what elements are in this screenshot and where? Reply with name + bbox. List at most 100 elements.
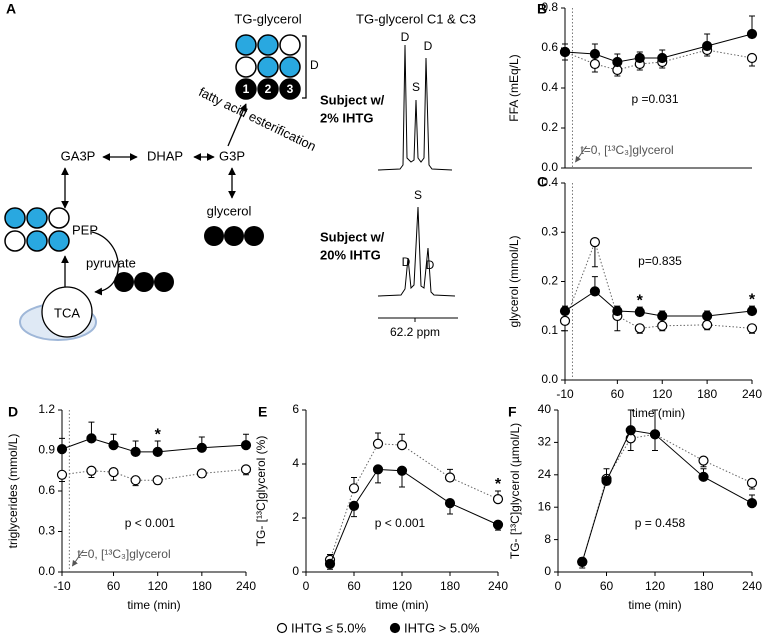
data-point: [746, 498, 758, 509]
data-point: [746, 477, 758, 488]
annotation: t=0, [¹³C₃]glycerol: [77, 547, 170, 561]
x-tick-label: 60: [107, 579, 121, 593]
x-tick-label: 180: [192, 579, 212, 593]
data-point: [348, 500, 360, 511]
data-point: [577, 556, 588, 567]
y-tick-label: 0.0: [541, 160, 558, 174]
y-axis-label: TG- [¹³C]glycerol (µmol/L): [508, 423, 522, 559]
data-point: [86, 465, 97, 476]
data-point: [56, 469, 68, 480]
x-tick-label: 60: [347, 579, 361, 593]
data-point: [702, 40, 713, 52]
y-tick-label: 2: [292, 510, 299, 524]
carbon: 2: [265, 82, 272, 96]
y-axis-label: FFA (mEq/L): [507, 54, 521, 121]
data-point: [196, 468, 207, 479]
data-point: [86, 433, 97, 444]
significance-star: *: [495, 476, 502, 493]
arrow: [227, 103, 247, 147]
y-tick-label: 0.6: [541, 40, 558, 54]
x-tick-label: 0: [555, 579, 562, 593]
node: G3P: [219, 148, 245, 163]
y-tick-label: 0.6: [38, 483, 55, 497]
data-point: [324, 558, 336, 570]
data-point: [196, 442, 207, 453]
y-tick-label: 0.0: [541, 372, 558, 386]
bracket: [302, 35, 307, 99]
ppm-label: 62.2 ppm: [390, 325, 440, 339]
p-value: p < 0.001: [375, 516, 426, 530]
chart: F TG- [¹³C]glycerol (µmol/L) time (min) p =…: [508, 402, 762, 612]
y-tick-label: 0: [544, 564, 551, 578]
data-point: [698, 471, 709, 482]
annotation: t=0, [¹³C₃]glycerol: [580, 143, 673, 157]
panel-letter: D: [8, 404, 18, 420]
y-tick-label: 0.3: [38, 524, 55, 538]
data-point: [108, 440, 119, 451]
y-tick-label: 40: [538, 402, 552, 416]
data-point: [559, 305, 571, 317]
data-point: [698, 455, 709, 466]
legend: IHTG ≤ 5.0% IHTG > 5.0%: [276, 620, 480, 635]
esterification-label: fatty acid esterification: [196, 84, 318, 154]
data-point: [108, 467, 119, 478]
x-tick-label: 120: [148, 579, 168, 593]
significance-star: *: [749, 291, 756, 308]
tg-title: TG-glycerol: [234, 11, 301, 26]
data-point: [372, 438, 384, 449]
peak-label: D: [426, 258, 435, 272]
data-point: [746, 305, 758, 317]
peak-label: D: [402, 255, 411, 269]
p-value: p < 0.001: [125, 516, 176, 530]
x-tick-label: 60: [611, 387, 625, 401]
data-point: [746, 28, 758, 40]
data-point: [657, 320, 668, 331]
x-axis-label: time (min): [632, 406, 685, 420]
data-point: [657, 310, 668, 322]
panel-letter: E: [258, 404, 267, 420]
carbon: 1: [243, 82, 250, 96]
data-point: [559, 46, 571, 58]
chart: B FFA (mEq/L) p =0.031 0.0 0.2 0.4 0.6 0.8 t=0, …: [507, 0, 758, 174]
x-axis-label: time (min): [628, 598, 681, 612]
data-point: [746, 52, 758, 64]
x-tick-label: -10: [556, 387, 574, 401]
data-point: [372, 464, 384, 475]
data-point: [589, 48, 601, 60]
annotation-arrow: [575, 145, 587, 163]
y-tick-label: 4: [292, 456, 299, 470]
x-axis-label: time (min): [127, 598, 180, 612]
data-point: [492, 519, 504, 530]
node: TCA: [54, 305, 80, 320]
y-axis-label: TG- [¹³C]glycerol (%): [254, 436, 268, 547]
node: GA3P: [61, 148, 96, 163]
nmr-title: TG-glycerol C1 & C3: [356, 11, 476, 26]
subject-label: Subject w/: [320, 229, 385, 244]
y-tick-label: 0.8: [541, 0, 558, 14]
glycerol-circles: [204, 226, 264, 246]
data-point: [601, 475, 612, 486]
y-tick-label: 0.1: [541, 323, 558, 337]
peak-label: D: [424, 39, 433, 53]
spectrum: [377, 206, 456, 297]
legend-marker: [389, 622, 401, 634]
node: glycerol: [207, 203, 252, 218]
peak-label: S: [412, 80, 420, 94]
y-tick-label: 0.4: [541, 175, 558, 189]
data-point: [559, 315, 571, 326]
data-point: [492, 494, 504, 505]
data-point: [612, 305, 623, 317]
peak-label: D: [401, 30, 410, 44]
tca-cycle: [41, 286, 93, 338]
y-tick-label: 32: [538, 435, 552, 449]
x-tick-label: 240: [488, 579, 508, 593]
data-point: [444, 498, 456, 509]
x-tick-label: 60: [600, 579, 614, 593]
panel-letter: A: [6, 1, 16, 17]
data-point: [625, 425, 636, 436]
subject-label: 20% IHTG: [320, 247, 381, 262]
panel-letter: C: [537, 174, 547, 190]
y-tick-label: 0.0: [38, 564, 55, 578]
